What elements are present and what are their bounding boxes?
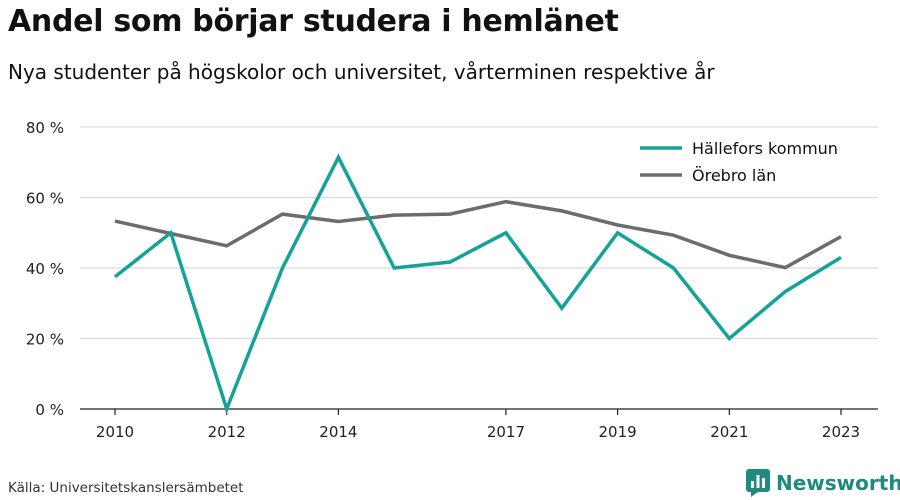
y-tick-label: 20 % [26, 331, 64, 349]
chart-subtitle: Nya studenter på högskolor och universit… [8, 60, 715, 84]
x-tick-label: 2017 [487, 423, 525, 441]
legend-label: Örebro län [692, 166, 776, 185]
x-tick-label: 2014 [319, 423, 357, 441]
legend-label: Hällefors kommun [692, 139, 838, 158]
brand-name: Newsworthy [776, 471, 900, 495]
series-line [113, 153, 842, 415]
y-tick-label: 80 % [26, 119, 64, 137]
x-tick-label: 2021 [710, 423, 748, 441]
x-tick-label: 2010 [96, 423, 134, 441]
x-tick-label: 2019 [599, 423, 637, 441]
source-note: Källa: Universitetskanslersämbetet [8, 480, 244, 496]
chart-title: Andel som börjar studera i hemlänet [8, 4, 619, 39]
y-tick-label: 0 % [35, 401, 64, 419]
x-tick-label: 2012 [208, 423, 246, 441]
line-chart: 0 % 20 % 40 % 60 % 80 % 2010 2012 2014 2017 2019 2… [26, 119, 878, 441]
bar-chart-logo-icon [746, 469, 770, 497]
newsworthy-logo[interactable]: Newsworthy [746, 468, 900, 498]
series-line [114, 199, 842, 270]
y-tick-label: 40 % [26, 260, 64, 278]
y-tick-label: 60 % [26, 190, 64, 208]
x-tick-label: 2023 [822, 423, 860, 441]
